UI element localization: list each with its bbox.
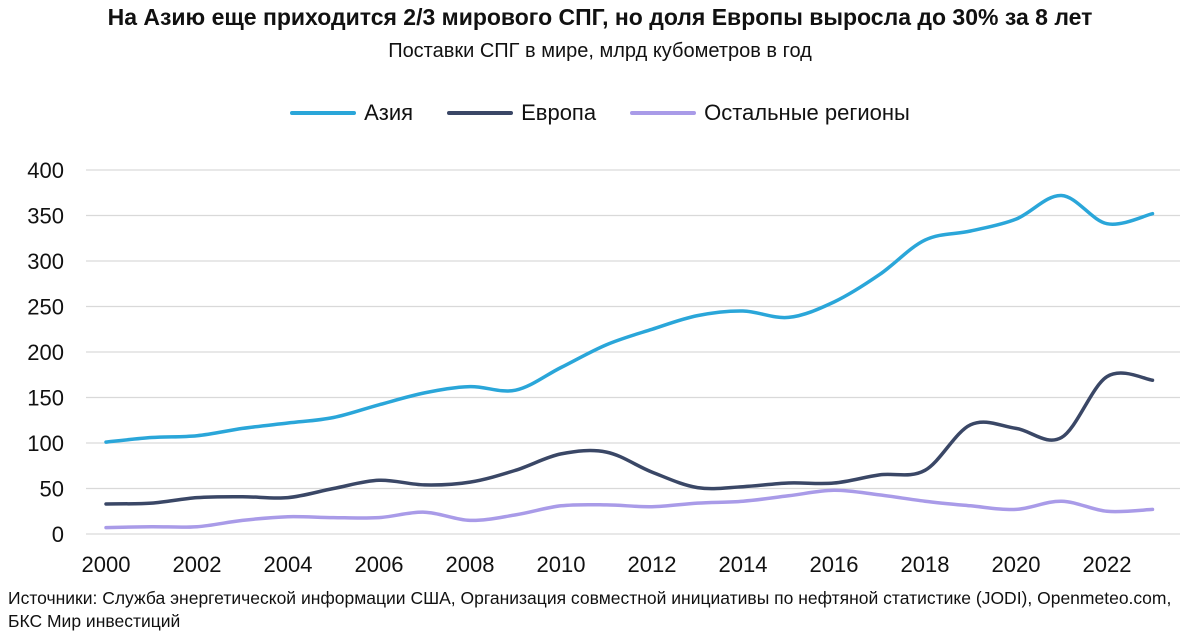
- x-axis-ticks: 2000 2002 2004 2006 2008 2010 2012 2014 2016 2018…: [82, 552, 1132, 577]
- source-note: Источники: Служба энергетической информа…: [8, 588, 1172, 631]
- y-tick-label: 350: [27, 204, 64, 229]
- x-tick-label: 2006: [355, 552, 404, 577]
- y-tick-label: 200: [27, 340, 64, 365]
- x-tick-label: 2020: [992, 552, 1041, 577]
- series-line-asia: [104, 193, 1155, 444]
- legend-swatch-europe: [447, 111, 514, 115]
- chart-subtitle: Поставки СПГ в мире, млрд кубометров в г…: [388, 40, 812, 62]
- x-tick-label: 2004: [264, 552, 313, 577]
- series-line-other: [104, 488, 1155, 530]
- y-tick-label: 150: [27, 386, 64, 411]
- x-tick-label: 2022: [1083, 552, 1132, 577]
- gridlines: [86, 169, 1180, 535]
- x-tick-label: 2016: [810, 552, 859, 577]
- x-tick-label: 2008: [446, 552, 495, 577]
- y-tick-label: 250: [27, 295, 64, 320]
- legend-item-europe: Европа: [447, 100, 596, 126]
- legend-label-other: Остальные регионы: [704, 100, 910, 125]
- legend-swatch-asia: [290, 111, 357, 115]
- x-tick-label: 2010: [537, 552, 586, 577]
- legend-label-asia: Азия: [364, 100, 414, 125]
- x-tick-label: 2018: [901, 552, 950, 577]
- chart-title: На Азию еще приходится 2/3 мирового СПГ,…: [107, 4, 1093, 30]
- legend-label-europe: Европа: [521, 100, 597, 125]
- y-tick-label: 400: [27, 158, 64, 183]
- legend-item-asia: Азия: [290, 100, 413, 126]
- y-tick-label: 300: [27, 249, 64, 274]
- y-tick-label: 100: [27, 431, 64, 456]
- legend-item-other: Остальные регионы: [630, 100, 910, 126]
- y-axis-ticks: 0 50 100 150 200 250 300 350 400: [27, 158, 64, 547]
- y-tick-label: 50: [40, 477, 64, 502]
- y-tick-label: 0: [52, 522, 64, 547]
- x-tick-label: 2002: [173, 552, 222, 577]
- legend: Азия Европа Остальные регионы: [0, 100, 1200, 126]
- series-lines: [104, 193, 1155, 530]
- x-tick-label: 2000: [82, 552, 131, 577]
- legend-swatch-other: [630, 111, 697, 115]
- series-line-europe: [104, 371, 1155, 506]
- x-tick-label: 2012: [628, 552, 677, 577]
- x-tick-label: 2014: [719, 552, 768, 577]
